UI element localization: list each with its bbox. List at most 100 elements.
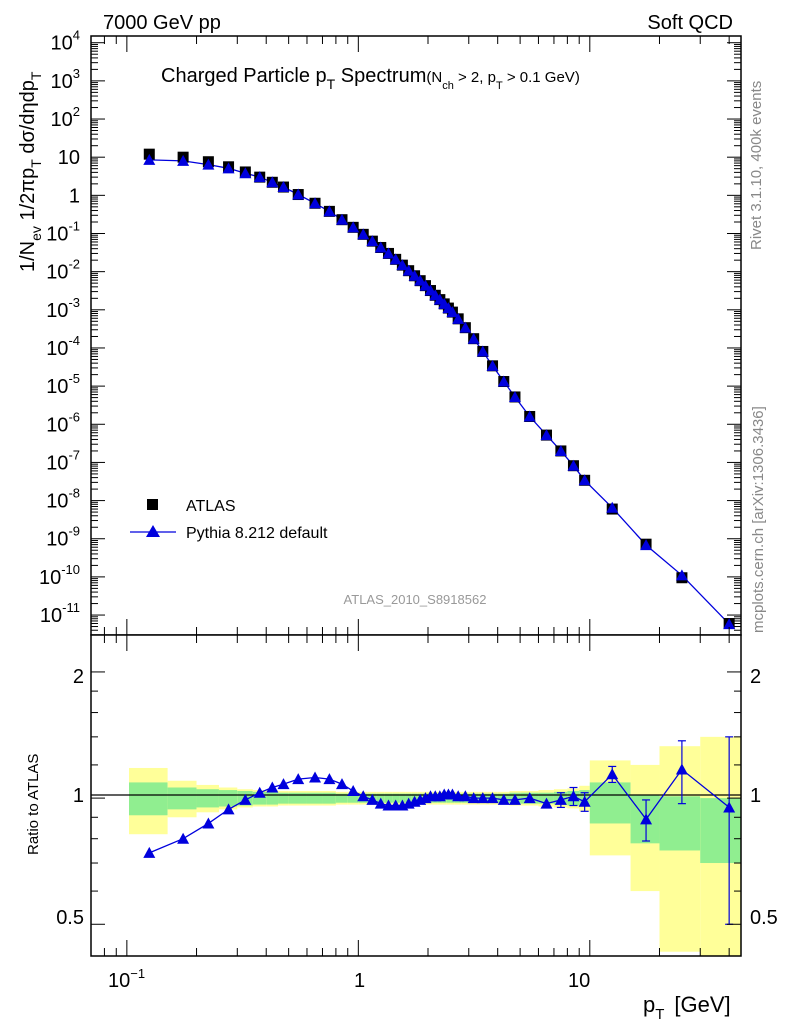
- mcplots-label: mcplots.cern.ch [arXiv:1306.3436]: [750, 406, 767, 633]
- main-ytick-base: 10: [46, 452, 68, 474]
- main-panel-background: [91, 36, 741, 635]
- x-axis-label: pT [GeV]: [643, 992, 731, 1023]
- mc-point: [606, 501, 619, 513]
- ratio-point: [335, 778, 348, 790]
- main-ytick-exp: -9: [68, 524, 80, 539]
- analysis-id: ATLAS_2010_S8918562: [344, 592, 487, 607]
- main-title-cond2: > 2, p: [454, 69, 496, 86]
- main-ytick-exp: -11: [62, 600, 80, 615]
- main-ytick-exp: -5: [68, 371, 80, 386]
- ratio-point: [723, 801, 736, 813]
- main-ytick-label: 104: [51, 28, 80, 55]
- mc-point: [266, 176, 279, 188]
- band-inner: [278, 792, 289, 804]
- main-title-text: Charged Particle p: [161, 65, 327, 87]
- main-ytick-base: 10: [51, 109, 73, 131]
- main-title-cond1: (N: [426, 69, 442, 86]
- mc-point: [374, 241, 387, 253]
- main-ytick-label: 10-9: [46, 524, 80, 551]
- mc-point: [486, 359, 499, 371]
- main-ytick-label: 10-2: [46, 257, 80, 284]
- main-ytick-base: 10: [46, 529, 68, 551]
- main-ytick-exp: -3: [68, 295, 80, 310]
- main-ytick-label: 10-3: [46, 295, 80, 322]
- main-ytick-label: 10-6: [46, 409, 80, 436]
- mc-point: [309, 197, 322, 209]
- main-ytick-base: 10: [58, 147, 80, 169]
- mc-point: [222, 162, 235, 174]
- ratio-point: [239, 793, 252, 805]
- ratio-mc-series: [143, 736, 736, 925]
- mc-point: [578, 474, 591, 486]
- mc-point: [202, 158, 215, 170]
- main-ytick-base: 10: [46, 376, 68, 398]
- ratio-point: [177, 832, 190, 844]
- main-ytick-exp: -10: [61, 562, 80, 577]
- main-ytick-label: 10-10: [39, 562, 80, 589]
- main-ytick-base: 10: [46, 414, 68, 436]
- mc-point: [540, 429, 553, 441]
- main-data-series: [143, 148, 736, 630]
- mc-point: [675, 569, 688, 581]
- ratio-point: [266, 781, 279, 793]
- mc-point: [389, 253, 402, 265]
- main-ytick-base: 10: [51, 33, 73, 55]
- main-ytick-exp: -7: [68, 447, 80, 462]
- main-ytick-base: 10: [46, 223, 68, 245]
- xlabel-p: p: [643, 992, 655, 1017]
- ratio-point: [323, 773, 336, 785]
- mc-point: [177, 154, 190, 166]
- mc-point: [323, 205, 336, 217]
- ratio-point: [540, 797, 553, 809]
- mc-point: [253, 171, 266, 183]
- main-ytick-exp: -2: [68, 257, 80, 272]
- main-ytick-base: 10: [46, 491, 68, 513]
- mc-point: [508, 390, 521, 402]
- band-inner: [589, 782, 631, 824]
- main-title: Charged Particle pT Spectrum(Nch > 2, pT…: [161, 65, 580, 92]
- main-title-cond3: > 0.1 GeV): [503, 69, 580, 86]
- xlabel-sub: T: [655, 1006, 664, 1023]
- xtick-label-1: 1: [354, 970, 365, 992]
- ratio-ytick-right-05: 0.5: [750, 907, 778, 929]
- mc-point: [640, 539, 653, 551]
- ratio-point: [253, 786, 266, 798]
- ratio-ytick-right-1: 1: [750, 785, 761, 807]
- ylabel-c-sub: T: [28, 71, 44, 80]
- main-ytick-base: 10: [46, 262, 68, 284]
- mc-point: [292, 188, 305, 200]
- main-ytick-label: 10-1: [46, 218, 80, 245]
- ratio-point: [567, 790, 580, 802]
- main-ytick-label: 10-7: [46, 447, 80, 474]
- rivet-label: Rivet 3.1.10, 400k events: [748, 81, 765, 250]
- mc-point: [277, 181, 290, 193]
- band-inner: [306, 792, 323, 804]
- ratio-point: [467, 792, 480, 804]
- main-ytick-base: 10: [40, 605, 62, 627]
- main-ytick-label: 10-11: [40, 600, 80, 627]
- ylabel-c: dσ/dηdp: [17, 80, 39, 159]
- header-right: Soft QCD: [647, 12, 733, 34]
- band-inner: [392, 793, 400, 803]
- ylabel-b: 1/2πp: [17, 168, 39, 226]
- ylabel-b-sub: T: [28, 159, 44, 168]
- main-ytick-base: 1: [69, 185, 80, 207]
- band-inner: [538, 792, 554, 804]
- main-ytick-exp: 4: [73, 28, 80, 43]
- legend-mc-marker: [146, 525, 160, 537]
- legend: ATLAS Pythia 8.212 default: [130, 498, 328, 542]
- mc-point: [723, 618, 736, 630]
- ratio-point: [675, 763, 688, 775]
- ratio-panel: 2 1 0.5 2 1 0.5 Ratio to ATLAS 10−1 1 10…: [25, 619, 778, 1023]
- mc-point: [143, 153, 156, 165]
- band-inner: [266, 791, 279, 805]
- xtick-0-exp: −1: [130, 966, 145, 981]
- band-inner: [347, 793, 359, 803]
- ratio-ytick-left-05: 0.5: [56, 907, 84, 929]
- ratio-point: [578, 795, 591, 807]
- mc-point: [459, 321, 472, 333]
- ratio-point: [374, 797, 387, 809]
- ratio-ytick-left-2: 2: [73, 666, 84, 688]
- legend-data-label: ATLAS: [186, 498, 236, 515]
